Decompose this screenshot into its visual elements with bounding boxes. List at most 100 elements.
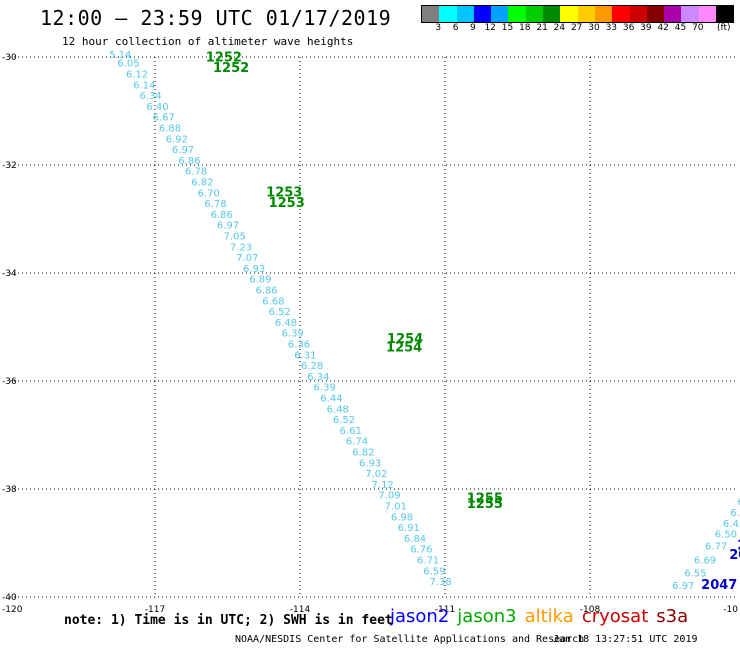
color-scale-label: 24	[553, 23, 566, 33]
graticule	[10, 56, 735, 598]
pass-number: 1254	[386, 340, 422, 355]
swh-value: 6.69	[694, 556, 716, 567]
swh-value: 6.86	[256, 286, 278, 297]
swh-value: 6.98	[391, 512, 413, 523]
swh-value: 6.61	[340, 426, 362, 437]
color-swatch	[664, 6, 682, 22]
color-scale-label: 30	[588, 23, 600, 33]
swh-value: 7.01	[385, 502, 407, 513]
satellite-s3a: s3a	[656, 606, 689, 627]
swh-value: 6.74	[346, 437, 368, 448]
swh-value: 6.39	[282, 329, 304, 340]
swh-value: 6.76	[410, 545, 432, 556]
satellite-jason3: jason3	[457, 606, 517, 627]
page-subtitle: 12 hour collection of altimeter wave hei…	[62, 35, 354, 48]
swh-value: 6.97	[672, 581, 694, 592]
color-swatch	[439, 6, 457, 22]
swh-value: 6.40	[146, 102, 168, 113]
swh-value: 6.51	[730, 508, 740, 519]
satellite-cryosat: cryosat	[581, 606, 649, 627]
y-tick-label: -30	[2, 53, 17, 63]
swh-value: 6.48	[275, 318, 297, 329]
color-swatch	[422, 6, 440, 22]
color-scale-label: 45	[674, 23, 687, 33]
color-swatch	[491, 6, 509, 22]
color-scale-label: 36	[622, 23, 635, 33]
y-tick-label: -38	[2, 485, 17, 495]
swh-value: 6.52	[333, 415, 355, 426]
color-scale-labels: 3 6 9 12 15 18 21 24 27 30 33 36 39 42 45 70 (ft)	[421, 23, 740, 35]
color-scale-label: 42	[657, 23, 669, 33]
color-scale-unit: (ft)	[716, 23, 731, 33]
color-swatch	[646, 6, 665, 22]
swh-value: 6.92	[166, 134, 188, 145]
swh-value: 6.93	[243, 264, 265, 275]
corner-label-left: -120	[2, 605, 23, 615]
pass-labels: 1252125212531253125412541255125520482046…	[206, 50, 740, 593]
pass-number: 1253	[266, 185, 302, 200]
swh-value: 6.44	[320, 394, 342, 405]
swh-value: 6.05	[117, 59, 139, 70]
swh-value: 6.86	[178, 156, 200, 167]
swh-value: 6.28	[301, 361, 323, 372]
swh-value: 6.91	[398, 523, 420, 534]
altimeter-tracks: 5.146.056.126.146.346.406.676.886.926.97…	[109, 50, 740, 592]
color-scale-label: 6	[452, 23, 459, 33]
swh-value: 6.39	[314, 383, 336, 394]
page-title: 12:00 – 23:59 UTC 01/17/2019	[40, 6, 392, 30]
y-tick-label: -34	[2, 269, 17, 279]
x-tick-label: -114	[290, 605, 311, 615]
color-swatch	[716, 6, 734, 22]
pass-number: 2047	[701, 578, 737, 593]
color-scale-label: 70	[692, 23, 704, 33]
color-swatch	[456, 6, 474, 22]
x-tick-label: -111	[435, 605, 455, 615]
color-scale-label: 15	[501, 23, 514, 33]
swh-value: 6.34	[140, 91, 162, 102]
color-scale-label: 39	[640, 23, 652, 33]
footer-note: note: 1) Time is in UTC; 2) SWH is in fe…	[64, 613, 393, 628]
swh-value: 6.97	[172, 145, 194, 156]
color-swatch	[560, 6, 578, 22]
swh-value: 6.50	[715, 530, 737, 541]
color-swatch	[681, 6, 699, 22]
pass-number: 1252	[213, 61, 249, 76]
swh-value: 7.02	[365, 469, 387, 480]
swh-value: 6.93	[359, 458, 381, 469]
y-tick-label: -36	[2, 377, 17, 387]
x-tick-label: -108	[580, 605, 601, 615]
swh-value: 6.49	[737, 497, 740, 508]
color-swatch	[525, 6, 544, 22]
satellite-legend: jason2 jason3 altika cryosat s3a	[390, 606, 696, 627]
pass-number: 1254	[387, 332, 423, 347]
color-scale-label: 27	[570, 23, 583, 33]
color-scale-label: 33	[605, 23, 618, 33]
y-tick-label: -40	[2, 593, 17, 603]
swh-value: 5.14	[109, 50, 131, 61]
swh-value: 7.38	[430, 577, 452, 588]
color-swatch	[698, 6, 717, 22]
pass-number: 2046	[737, 538, 740, 553]
swh-value: 7.23	[230, 242, 252, 253]
swh-value: 6.14	[133, 80, 155, 91]
swh-value: 6.31	[294, 350, 316, 361]
swh-value: 6.89	[249, 275, 271, 286]
pass-number: 1255	[467, 492, 503, 507]
color-swatch	[508, 6, 526, 22]
color-swatch	[594, 6, 613, 22]
color-scale-label: 12	[484, 23, 496, 33]
swh-value: 7.07	[236, 253, 258, 264]
swh-value: 6.97	[217, 221, 239, 232]
swh-value: 6.82	[352, 448, 374, 459]
swh-value: 7.09	[378, 491, 400, 502]
swh-value: 6.70	[198, 188, 220, 199]
color-scale-label: 21	[536, 23, 548, 33]
swh-value: 7.12	[372, 480, 394, 491]
color-swatch	[543, 6, 561, 22]
swh-value: 6.86	[211, 210, 233, 221]
swh-value: 6.77	[705, 541, 727, 552]
pass-number: 1253	[269, 196, 305, 211]
pass-number: 1252	[206, 50, 242, 65]
swh-value: 6.68	[262, 296, 284, 307]
